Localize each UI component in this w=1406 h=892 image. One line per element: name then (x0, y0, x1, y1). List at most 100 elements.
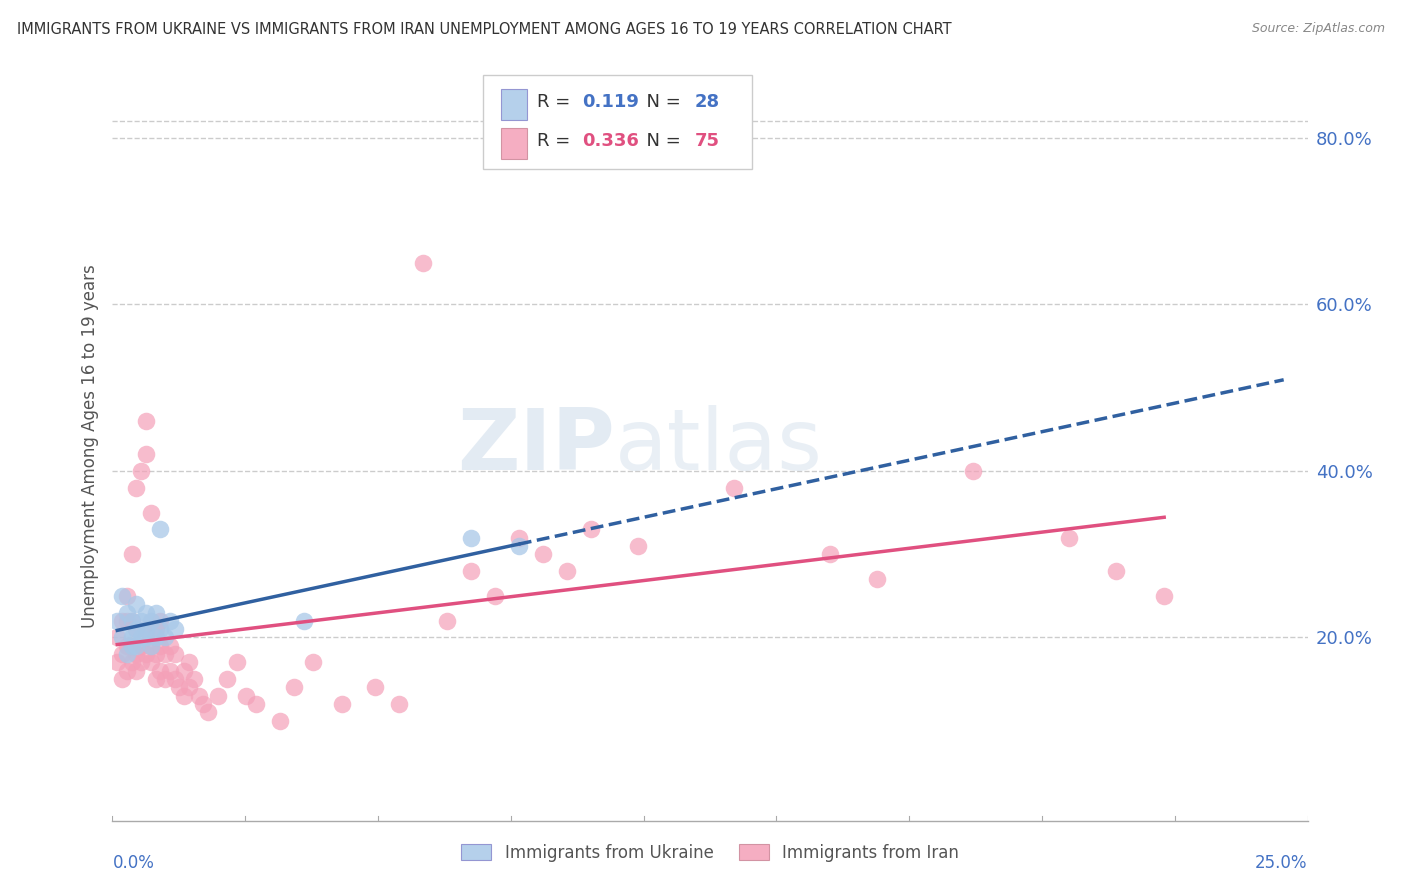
Text: Source: ZipAtlas.com: Source: ZipAtlas.com (1251, 22, 1385, 36)
Point (145, 647, 167, 661)
Point (292, 614, 315, 628)
Text: R =: R = (537, 93, 575, 112)
Point (508, 531, 530, 545)
Point (508, 539, 530, 553)
Point (121, 614, 143, 628)
Point (121, 614, 143, 628)
Text: 25.0%: 25.0% (1256, 855, 1308, 872)
Point (388, 697, 411, 711)
Point (129, 631, 152, 645)
Text: IMMIGRANTS FROM UKRAINE VS IMMIGRANTS FROM IRAN UNEMPLOYMENT AMONG AGES 16 TO 19: IMMIGRANTS FROM UKRAINE VS IMMIGRANTS FR… (17, 22, 952, 37)
Point (1057, 531, 1080, 545)
Point (235, 689, 257, 703)
Point (139, 506, 162, 520)
FancyBboxPatch shape (484, 75, 752, 169)
Point (129, 614, 152, 628)
Point (121, 547, 143, 561)
Text: 0.0%: 0.0% (112, 855, 155, 872)
Point (302, 656, 325, 670)
Point (153, 647, 176, 661)
Point (121, 656, 143, 670)
Point (129, 464, 152, 478)
Point (149, 522, 172, 536)
Text: 0.119: 0.119 (582, 93, 640, 112)
Point (111, 647, 134, 661)
Point (197, 706, 219, 720)
Point (111, 589, 134, 603)
Point (163, 647, 186, 661)
Point (412, 256, 434, 270)
Point (135, 647, 157, 661)
Text: atlas: atlas (614, 404, 823, 488)
Point (111, 614, 134, 628)
Point (135, 606, 157, 620)
Point (484, 589, 506, 603)
FancyBboxPatch shape (501, 128, 527, 159)
Point (163, 672, 186, 686)
Point (111, 672, 134, 686)
Point (121, 631, 143, 645)
Point (962, 464, 984, 478)
Point (139, 639, 162, 653)
Y-axis label: Unemployment Among Ages 16 to 19 years: Unemployment Among Ages 16 to 19 years (80, 264, 98, 628)
Point (579, 522, 602, 536)
Point (135, 622, 157, 636)
Point (149, 614, 172, 628)
Point (177, 681, 200, 695)
Point (115, 664, 138, 678)
Point (207, 689, 229, 703)
Point (193, 697, 215, 711)
Point (217, 672, 239, 686)
Point (129, 656, 152, 670)
Point (125, 639, 148, 653)
Point (163, 622, 186, 636)
Point (225, 656, 247, 670)
Point (364, 681, 387, 695)
Point (159, 614, 181, 628)
Point (149, 664, 172, 678)
Point (818, 547, 841, 561)
Point (159, 664, 181, 678)
Text: 28: 28 (695, 93, 720, 112)
Point (125, 597, 148, 611)
Point (153, 672, 176, 686)
Point (105, 614, 128, 628)
Point (115, 614, 138, 628)
Point (187, 689, 209, 703)
Legend: Immigrants from Ukraine, Immigrants from Iran: Immigrants from Ukraine, Immigrants from… (454, 838, 966, 869)
Point (153, 631, 176, 645)
Text: N =: N = (634, 93, 686, 112)
Point (145, 622, 167, 636)
Point (269, 714, 291, 728)
Point (555, 564, 578, 578)
Text: ZIP: ZIP (457, 404, 614, 488)
Point (105, 656, 128, 670)
Point (460, 531, 482, 545)
Point (173, 664, 195, 678)
Point (115, 606, 138, 620)
Point (177, 656, 200, 670)
Point (115, 647, 138, 661)
Point (105, 631, 128, 645)
Point (531, 547, 554, 561)
Text: N =: N = (634, 132, 686, 150)
Point (135, 414, 157, 428)
Point (169, 681, 191, 695)
FancyBboxPatch shape (501, 88, 527, 120)
Point (125, 622, 148, 636)
Text: R =: R = (537, 132, 575, 150)
Point (135, 622, 157, 636)
Point (149, 639, 172, 653)
Point (125, 647, 148, 661)
Point (125, 622, 148, 636)
Point (173, 689, 195, 703)
Point (125, 481, 148, 495)
Point (145, 606, 167, 620)
Point (723, 481, 745, 495)
Point (183, 672, 205, 686)
Text: 75: 75 (695, 132, 720, 150)
Point (111, 631, 134, 645)
Point (139, 639, 162, 653)
Point (121, 639, 143, 653)
Point (159, 639, 181, 653)
